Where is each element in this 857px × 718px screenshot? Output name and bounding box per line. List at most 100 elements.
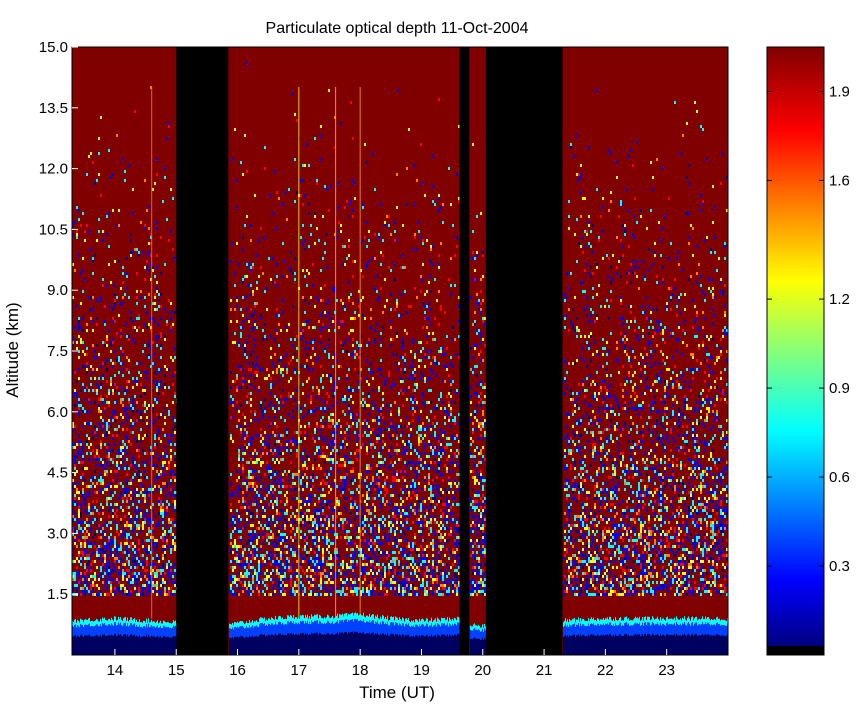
heatmap-cell xyxy=(426,317,428,320)
heatmap-cell xyxy=(72,554,74,557)
heatmap-cell xyxy=(320,158,322,161)
heatmap-cell xyxy=(330,317,332,320)
heatmap-cell xyxy=(104,572,106,575)
heatmap-cell xyxy=(378,479,380,482)
heatmap-cell xyxy=(326,455,328,458)
heatmap-cell xyxy=(374,587,376,590)
heatmap-cell xyxy=(306,554,308,557)
heatmap-cell xyxy=(294,278,296,281)
heatmap-cell xyxy=(114,539,116,542)
heatmap-cell xyxy=(280,581,282,584)
heatmap-cell xyxy=(88,389,90,392)
heatmap-cell xyxy=(260,506,262,509)
heatmap-cell xyxy=(358,314,360,317)
heatmap-cell xyxy=(74,464,76,467)
heatmap-cell xyxy=(428,479,430,482)
heatmap-cell xyxy=(364,401,366,404)
heatmap-cell xyxy=(256,572,258,575)
heatmap-cell xyxy=(156,584,158,587)
heatmap-cell xyxy=(122,497,124,500)
heatmap-cell xyxy=(174,464,176,467)
heatmap-cell xyxy=(340,512,342,515)
heatmap-cell xyxy=(112,383,114,386)
heatmap-cell xyxy=(316,422,318,425)
heatmap-cell xyxy=(282,473,284,476)
heatmap-cell xyxy=(162,569,164,572)
heatmap-cell xyxy=(266,527,268,530)
heatmap-cell xyxy=(302,242,304,245)
heatmap-cell xyxy=(90,569,92,572)
heatmap-cell xyxy=(326,515,328,518)
heatmap-cell xyxy=(368,539,370,542)
heatmap-cell xyxy=(274,524,276,527)
heatmap-cell xyxy=(168,572,170,575)
heatmap-cell xyxy=(102,479,104,482)
heatmap-cell xyxy=(96,566,98,569)
heatmap-cell xyxy=(328,551,330,554)
heatmap-cell xyxy=(324,242,326,245)
heatmap-cell xyxy=(256,461,258,464)
heatmap-cell xyxy=(382,461,384,464)
heatmap-cell xyxy=(302,269,304,272)
heatmap-cell xyxy=(284,518,286,521)
heatmap-cell xyxy=(406,440,408,443)
heatmap-cell xyxy=(78,329,80,332)
heatmap-cell xyxy=(150,530,152,533)
heatmap-cell xyxy=(78,254,80,257)
heatmap-cell xyxy=(236,179,238,182)
heatmap-cell xyxy=(332,449,334,452)
heatmap-cell xyxy=(318,446,320,449)
heatmap-cell xyxy=(306,455,308,458)
heatmap-cell xyxy=(374,578,376,581)
heatmap-cell xyxy=(128,560,130,563)
heatmap-cell xyxy=(146,416,148,419)
heatmap-cell xyxy=(84,545,86,548)
heatmap-cell xyxy=(286,428,288,431)
heatmap-cell xyxy=(360,572,362,575)
heatmap-cell xyxy=(326,470,328,473)
heatmap-cell xyxy=(142,350,144,353)
heatmap-cell xyxy=(406,578,408,581)
heatmap-cell xyxy=(280,509,282,512)
heatmap-cell xyxy=(172,590,174,593)
heatmap-cell xyxy=(148,587,150,590)
heatmap-cell xyxy=(264,377,266,380)
heatmap-cell xyxy=(162,563,164,566)
heatmap-cell xyxy=(138,476,140,479)
heatmap-cell xyxy=(126,446,128,449)
heatmap-cell xyxy=(344,206,346,209)
heatmap-cell xyxy=(264,584,266,587)
heatmap-cell xyxy=(376,275,378,278)
heatmap-cell xyxy=(430,530,432,533)
heatmap-cell xyxy=(136,272,138,275)
heatmap-cell xyxy=(106,422,108,425)
heatmap-cell xyxy=(80,521,82,524)
heatmap-cell xyxy=(394,473,396,476)
heatmap-cell xyxy=(232,404,234,407)
heatmap-cell xyxy=(282,581,284,584)
heatmap-cell xyxy=(88,542,90,545)
heatmap-cell xyxy=(284,470,286,473)
heatmap-cell xyxy=(426,593,428,596)
heatmap-cell xyxy=(250,392,252,395)
heatmap-cell xyxy=(332,467,334,470)
heatmap-cell xyxy=(370,440,372,443)
heatmap-cell xyxy=(416,431,418,434)
heatmap-cell xyxy=(330,566,332,569)
heatmap-cell xyxy=(390,551,392,554)
heatmap-cell xyxy=(326,527,328,530)
heatmap-cell xyxy=(112,173,114,176)
heatmap-cell xyxy=(238,560,240,563)
heatmap-cell xyxy=(314,242,316,245)
heatmap-cell xyxy=(238,344,240,347)
heatmap-cell xyxy=(162,539,164,542)
heatmap-cell xyxy=(82,575,84,578)
heatmap-cell xyxy=(276,563,278,566)
heatmap-cell xyxy=(420,275,422,278)
heatmap-cell xyxy=(268,557,270,560)
heatmap-cell xyxy=(286,398,288,401)
heatmap-cell xyxy=(108,452,110,455)
heatmap-cell xyxy=(148,254,150,257)
heatmap-cell xyxy=(120,542,122,545)
heatmap-cell xyxy=(234,272,236,275)
